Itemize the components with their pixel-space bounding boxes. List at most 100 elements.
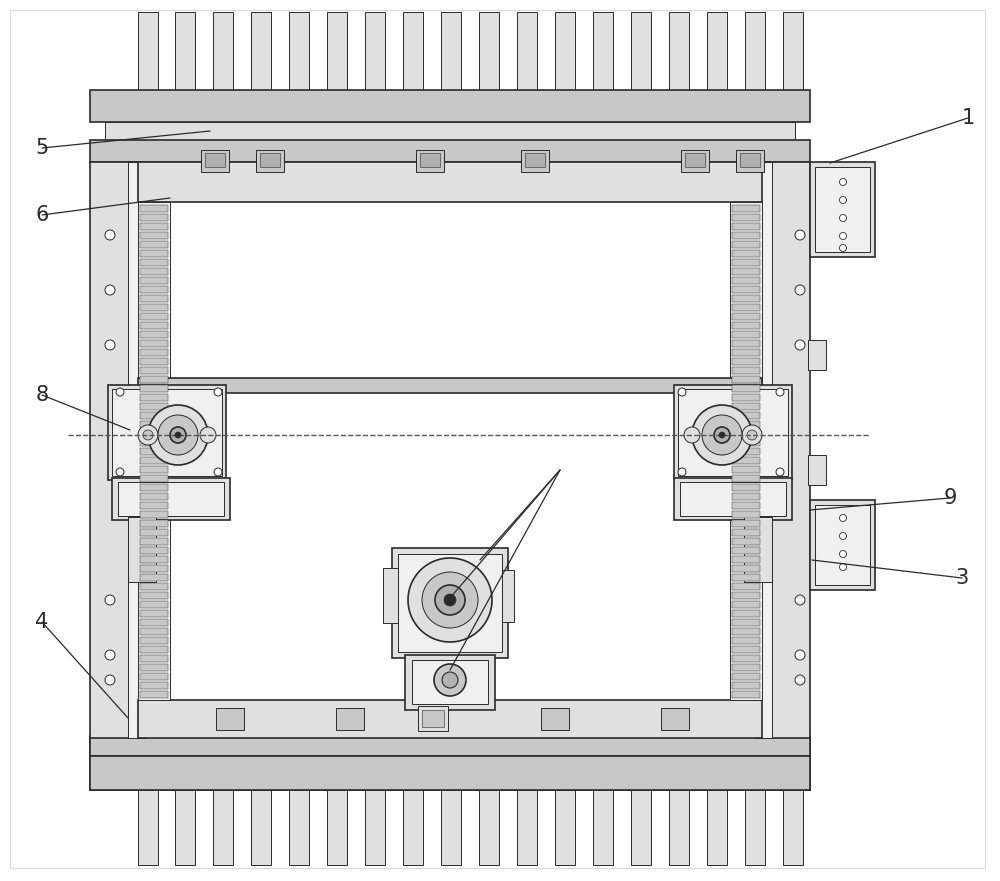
Bar [732,385,760,392]
Bar [732,538,760,545]
Bar [140,358,168,365]
Bar [140,448,168,455]
Bar [213,790,233,865]
Bar [140,601,168,608]
Bar [732,349,760,356]
Bar [525,153,545,167]
Bar [140,565,168,572]
Bar [732,304,760,311]
Bar [140,592,168,599]
Bar [140,304,168,311]
Bar [732,457,760,464]
Bar [631,790,651,865]
Bar [762,162,810,738]
Bar [140,511,168,518]
Text: 1: 1 [961,108,975,128]
Bar [403,12,423,90]
Bar [140,349,168,356]
Bar [479,12,499,90]
Bar [108,385,226,480]
Bar [140,259,168,266]
Bar [732,601,760,608]
Bar [815,167,870,252]
Bar [732,322,760,329]
Bar [251,790,271,865]
Bar [441,12,461,90]
Bar [680,482,786,516]
Bar [732,502,760,509]
Bar [140,691,168,698]
Bar [140,385,168,392]
Bar [90,90,810,122]
Bar [140,673,168,680]
Circle shape [214,388,222,396]
Bar [732,691,760,698]
Bar [732,583,760,590]
Bar [118,482,224,516]
Bar [140,466,168,473]
Bar [140,421,168,428]
Bar [138,700,762,738]
Bar [140,376,168,383]
Bar [140,619,168,626]
Bar [422,710,444,727]
Bar [810,162,875,257]
Bar [732,286,760,293]
Bar [140,277,168,284]
Bar [140,205,168,212]
Bar [441,790,461,865]
Circle shape [840,515,846,522]
Text: 3: 3 [955,568,969,588]
Bar [138,378,762,393]
Bar [732,484,760,491]
Circle shape [442,672,458,688]
Bar [418,706,448,731]
Bar [732,466,760,473]
Circle shape [840,214,846,221]
Bar [140,268,168,275]
Bar [732,547,760,554]
Circle shape [434,664,466,696]
Bar [783,12,803,90]
Circle shape [678,468,686,476]
Bar [732,610,760,617]
Bar [732,376,760,383]
Bar [555,12,575,90]
Bar [732,655,760,662]
Bar [405,655,495,710]
Bar [732,511,760,518]
Bar [541,708,569,730]
Bar [732,277,760,284]
Bar [669,12,689,90]
Bar [289,790,309,865]
Bar [112,478,230,520]
Bar [205,153,225,167]
Circle shape [795,675,805,685]
Bar [90,758,810,790]
Bar [327,12,347,90]
Bar [140,502,168,509]
Bar [140,628,168,635]
Bar [678,389,788,476]
Bar [365,12,385,90]
Bar [732,259,760,266]
Bar [140,538,168,545]
Bar [105,742,795,760]
Bar [213,12,233,90]
Bar [745,12,765,90]
Bar [90,162,138,738]
Bar [732,448,760,455]
Bar [732,664,760,671]
Bar [732,628,760,635]
Bar [732,340,760,347]
Circle shape [116,388,124,396]
Bar [732,619,760,626]
Bar [631,12,651,90]
Bar [732,367,760,374]
Bar [732,214,760,221]
Bar [289,12,309,90]
Bar [732,232,760,239]
Bar [732,682,760,689]
Bar [732,565,760,572]
Bar [140,556,168,563]
